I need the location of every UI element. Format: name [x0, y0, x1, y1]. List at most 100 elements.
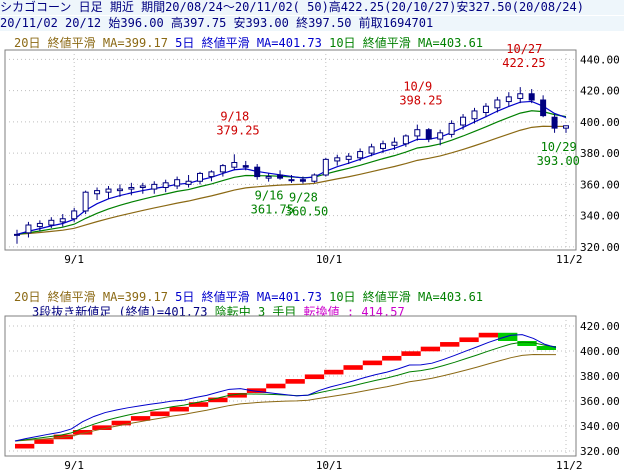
linebreak-xtick-label: 10/1: [316, 459, 343, 472]
candle-body: [563, 125, 569, 129]
price-panel-frame: [4, 49, 577, 251]
candle-body: [94, 190, 101, 195]
linebreak-xtick-label: 9/1: [64, 459, 84, 472]
linebreak-ytick-label: 380.00: [580, 370, 620, 383]
price-ytick-label: 320.00: [580, 241, 620, 254]
ma20-line: [16, 125, 567, 235]
price-ytick-label: 360.00: [580, 178, 620, 191]
linebreak-up-brick: [382, 355, 402, 361]
candle-body: [334, 157, 341, 162]
ma20-label: 20日 終値平滑 MA=399.17: [14, 36, 168, 50]
candle-body: [116, 188, 123, 192]
linebreak-up-brick: [266, 383, 286, 389]
linebreak-panel-frame: [4, 315, 577, 457]
linebreak-ytick-label: 420.00: [580, 320, 620, 333]
candle-body: [71, 210, 78, 220]
annotation-date: 10/9: [403, 80, 432, 94]
price-ytick-label: 380.00: [580, 147, 620, 160]
candle-body: [36, 222, 43, 228]
ma20-label-2: 20日 終値平滑 MA=399.17: [14, 290, 168, 304]
candle-body: [128, 187, 135, 190]
price-xtick-label: 10/1: [316, 253, 343, 266]
linebreak-up-brick: [111, 420, 131, 426]
candle-body: [25, 224, 32, 234]
candle-body: [151, 183, 158, 190]
candle-body: [311, 174, 318, 182]
candle-body: [517, 93, 524, 99]
linebreak-up-brick: [227, 392, 247, 398]
linebreak-up-brick: [15, 443, 35, 449]
linebreak-up-brick: [440, 342, 460, 347]
candle-body: [437, 132, 444, 140]
linebreak-up-brick: [34, 439, 54, 444]
linebreak-up-brick: [208, 397, 228, 403]
candle-body: [425, 129, 432, 140]
ma10-label-2: 10日 終値平滑 MA=403.61: [329, 290, 484, 304]
candle-body: [219, 165, 226, 173]
candle-body: [345, 155, 352, 160]
candle-body: [414, 129, 421, 137]
linebreak-down-brick: [536, 346, 556, 350]
candle-body: [242, 165, 249, 168]
price-ytick-label: 440.00: [580, 53, 620, 66]
candle-body: [254, 166, 261, 178]
candle-body: [231, 162, 238, 168]
candle-body: [368, 146, 375, 154]
candle-body: [197, 172, 203, 182]
candle-body: [59, 218, 66, 223]
linebreak-down-brick: [517, 341, 537, 346]
candle-body: [174, 179, 181, 187]
linebreak-up-brick: [478, 332, 499, 338]
candle-body: [82, 191, 89, 212]
linebreak-ytick-label: 320.00: [580, 445, 620, 458]
candle-body: [162, 182, 169, 188]
linebreak-up-brick: [246, 388, 267, 393]
linebreak-up-brick: [169, 406, 189, 412]
linebreak-ytick-label: 360.00: [580, 395, 620, 408]
candle-body: [460, 116, 467, 126]
linebreak-down-brick: [498, 332, 518, 341]
linebreak-up-brick: [420, 346, 441, 352]
candle-body: [299, 179, 306, 182]
linebreak-xtick-label: 11/2: [556, 459, 583, 472]
candle-body: [288, 179, 295, 182]
linebreak-up-brick: [343, 365, 363, 370]
annotation-date: 9/28: [289, 191, 318, 205]
candle-body: [277, 174, 284, 179]
linebreak-ytick-label: 400.00: [580, 345, 620, 358]
candle-body: [105, 188, 112, 193]
annotation-date: 10/27: [506, 42, 542, 56]
linebreak-up-brick: [130, 416, 151, 421]
price-xtick-label: 9/1: [64, 253, 84, 266]
linebreak-up-brick: [324, 369, 344, 375]
candle-body: [494, 99, 501, 109]
candle-body: [540, 99, 547, 117]
candle-body: [391, 141, 398, 146]
candle-body: [528, 93, 535, 101]
candle-body: [380, 143, 386, 149]
annotation-date: 10/29: [541, 140, 577, 154]
candle-body: [471, 110, 478, 120]
price-ytick-label: 400.00: [580, 116, 620, 129]
candle-body: [551, 116, 558, 129]
candle-body: [402, 135, 409, 145]
chart-header-period: シカゴコーン 日足 期近 期間20/08/24～20/11/02( 50)高42…: [0, 0, 624, 15]
linebreak-up-brick: [72, 429, 93, 435]
price-legend: 20日 終値平滑 MA=399.17 5日 終値平滑 MA=401.73 10日…: [14, 34, 483, 51]
linebreak-up-brick: [188, 402, 209, 407]
annotation-value: 379.25: [216, 123, 259, 137]
candle-body: [322, 158, 329, 176]
candle-body: [139, 185, 146, 188]
linebreak-up-brick: [362, 360, 383, 366]
annotation-date: 9/18: [220, 109, 249, 123]
candle-body: [448, 122, 455, 135]
candle-body: [14, 233, 20, 236]
annotation-value: 398.25: [399, 94, 442, 108]
candle-body: [357, 151, 364, 159]
linebreak-up-brick: [304, 374, 325, 380]
candle-body: [482, 105, 489, 113]
candle-body: [505, 96, 512, 103]
candle-body: [208, 171, 215, 178]
ma5-label-2: 5日 終値平滑 MA=401.73: [175, 290, 322, 304]
